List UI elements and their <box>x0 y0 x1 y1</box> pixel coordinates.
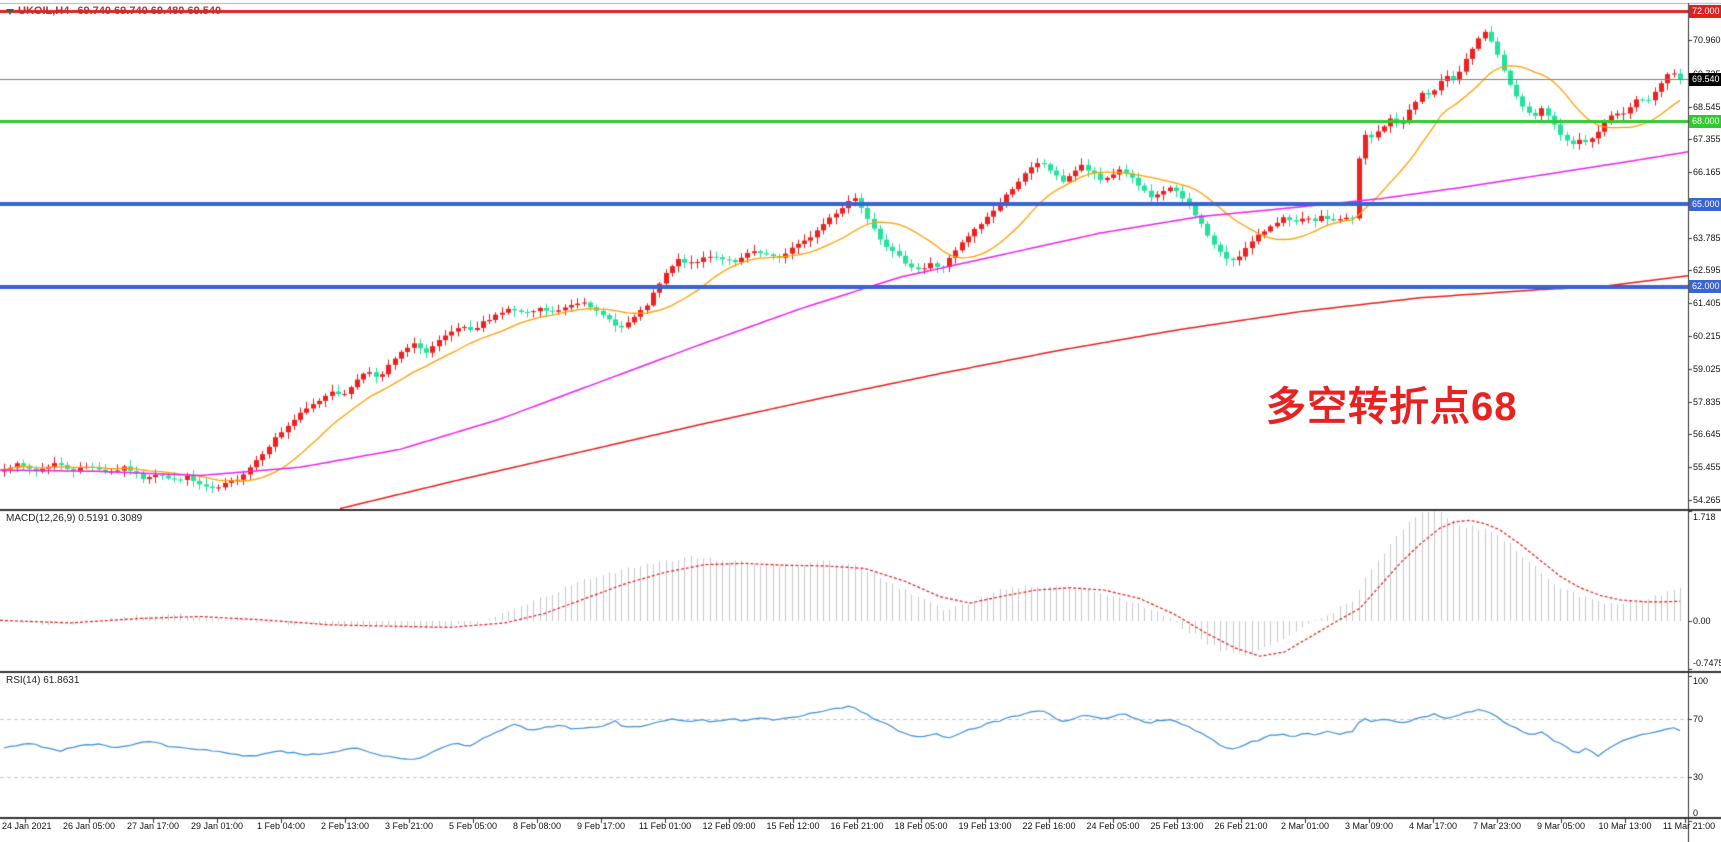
price-badge: 65.000 <box>1689 198 1721 211</box>
rsi-tick-label: 100 <box>1693 676 1709 686</box>
time-axis-label: 29 Jan 01:00 <box>190 821 244 831</box>
time-axis-label: 16 Feb 21:00 <box>830 821 884 831</box>
price-badge: 62.000 <box>1689 280 1721 293</box>
ohlc-values: 69.740 69.740 69.480 69.540 <box>77 5 222 17</box>
macd-tick-label: -0.7475 <box>1693 658 1721 668</box>
time-axis-label: 26 Feb 21:00 <box>1214 821 1268 831</box>
time-axis-label: 11 Feb 01:00 <box>638 821 692 831</box>
price-tick-label: 55.455 <box>1693 462 1721 473</box>
time-axis-label: 3 Feb 21:00 <box>384 821 434 831</box>
time-axis-label: 5 Feb 05:00 <box>448 821 498 831</box>
time-axis-label: 24 Feb 05:00 <box>1086 821 1140 831</box>
price-tick-label: 57.835 <box>1693 396 1721 407</box>
time-axis-label: 11 Mar 21:00 <box>1662 821 1716 831</box>
annotation-text: 多空转折点68 <box>1266 385 1518 429</box>
time-axis-label: 7 Mar 23:00 <box>1472 821 1522 831</box>
price-tick-label: 60.215 <box>1693 331 1721 341</box>
time-axis-label: 1 Feb 04:00 <box>256 821 306 831</box>
time-axis-label: 27 Jan 17:00 <box>126 821 180 831</box>
price-tick-label: 54.265 <box>1693 494 1721 505</box>
time-axis-label: 8 Feb 08:00 <box>512 821 562 831</box>
price-tick-label: 67.355 <box>1693 134 1721 145</box>
price-tick-label: 61.405 <box>1693 298 1721 309</box>
price-tick-label: 70.960 <box>1693 35 1721 45</box>
time-axis-label: 18 Feb 05:00 <box>894 821 948 831</box>
collapse-triangle-icon[interactable] <box>6 9 14 15</box>
time-axis-label: 24 Jan 2021 <box>2 821 52 831</box>
time-axis-label: 3 Mar 09:00 <box>1344 821 1394 831</box>
time-axis-label: 15 Feb 12:00 <box>766 821 820 831</box>
price-tick-label: 59.025 <box>1693 363 1721 374</box>
rsi-tick-label: 30 <box>1693 772 1704 782</box>
price-tick-label: 56.645 <box>1693 429 1721 440</box>
time-axis-label: 2 Mar 01:00 <box>1280 821 1330 831</box>
chart-title: UKOIL,H4 69.740 69.740 69.480 69.540 <box>18 5 221 17</box>
price-badge: 68.000 <box>1689 115 1721 128</box>
time-axis-label: 10 Mar 13:00 <box>1598 821 1652 831</box>
time-axis-label: 26 Jan 05:00 <box>62 821 116 831</box>
price-tick-label: 62.595 <box>1693 265 1721 276</box>
price-tick-label: 68.545 <box>1693 101 1721 112</box>
price-badge: 69.540 <box>1689 73 1721 86</box>
symbol-period-label: UKOIL,H4 <box>18 5 70 17</box>
time-axis-label: 4 Mar 17:00 <box>1408 821 1458 831</box>
price-tick-label: 66.165 <box>1693 167 1721 178</box>
time-axis-label: 25 Feb 13:00 <box>1150 821 1204 831</box>
time-axis-label: 9 Feb 17:00 <box>576 821 626 831</box>
time-axis-label: 2 Feb 13:00 <box>320 821 370 831</box>
rsi-indicator-label: RSI(14) 61.8631 <box>6 675 80 686</box>
macd-indicator-label: MACD(12,26,9) 0.5191 0.3089 <box>6 513 143 524</box>
rsi-tick-label: 0 <box>1693 808 1699 818</box>
macd-tick-label: 1.718 <box>1693 512 1716 522</box>
price-tick-label: 63.785 <box>1693 232 1721 243</box>
macd-tick-label: 0.00 <box>1693 616 1711 626</box>
time-axis-label: 12 Feb 09:00 <box>702 821 756 831</box>
time-axis-label: 9 Mar 05:00 <box>1536 821 1586 831</box>
price-badge: 72.000 <box>1689 5 1721 18</box>
time-axis-label: 22 Feb 16:00 <box>1022 821 1076 831</box>
rsi-tick-label: 70 <box>1693 714 1704 724</box>
time-axis-label: 19 Feb 13:00 <box>958 821 1012 831</box>
